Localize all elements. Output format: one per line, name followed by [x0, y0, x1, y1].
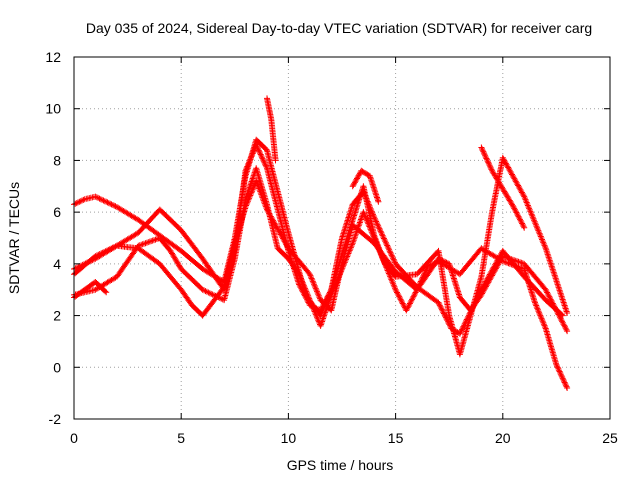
axes: 0 5 10 15 20 25 -2 0 2 4 6 8 10 12 — [45, 49, 618, 446]
x-tick-label: 25 — [602, 430, 618, 446]
y-axis-label: SDTVAR / TECUs — [6, 182, 22, 294]
y-tick-label: 6 — [53, 204, 61, 220]
y-tick-label: 8 — [53, 152, 61, 168]
chart-title: Day 035 of 2024, Sidereal Day-to-day VTE… — [86, 20, 592, 36]
x-tick-label: 10 — [281, 430, 297, 446]
x-tick-label: 15 — [388, 430, 404, 446]
x-tick-label: 20 — [495, 430, 511, 446]
series-markers — [264, 95, 279, 164]
series-sat-g — [264, 95, 279, 164]
series-markers — [349, 167, 382, 205]
x-tick-label: 5 — [177, 430, 185, 446]
x-tick-label: 0 — [70, 430, 78, 446]
y-tick-label: 4 — [53, 256, 61, 272]
y-tick-label: 2 — [53, 308, 61, 324]
series-sat-f — [349, 167, 382, 205]
y-tick-label: 10 — [45, 101, 61, 117]
x-axis-label: GPS time / hours — [287, 457, 394, 473]
y-tick-label: -2 — [49, 411, 62, 427]
y-tick-label: 0 — [53, 359, 61, 375]
series-sat-h — [478, 144, 528, 231]
plot-frame — [73, 56, 611, 420]
y-tick-label: 12 — [45, 49, 61, 65]
series-markers — [478, 144, 528, 231]
